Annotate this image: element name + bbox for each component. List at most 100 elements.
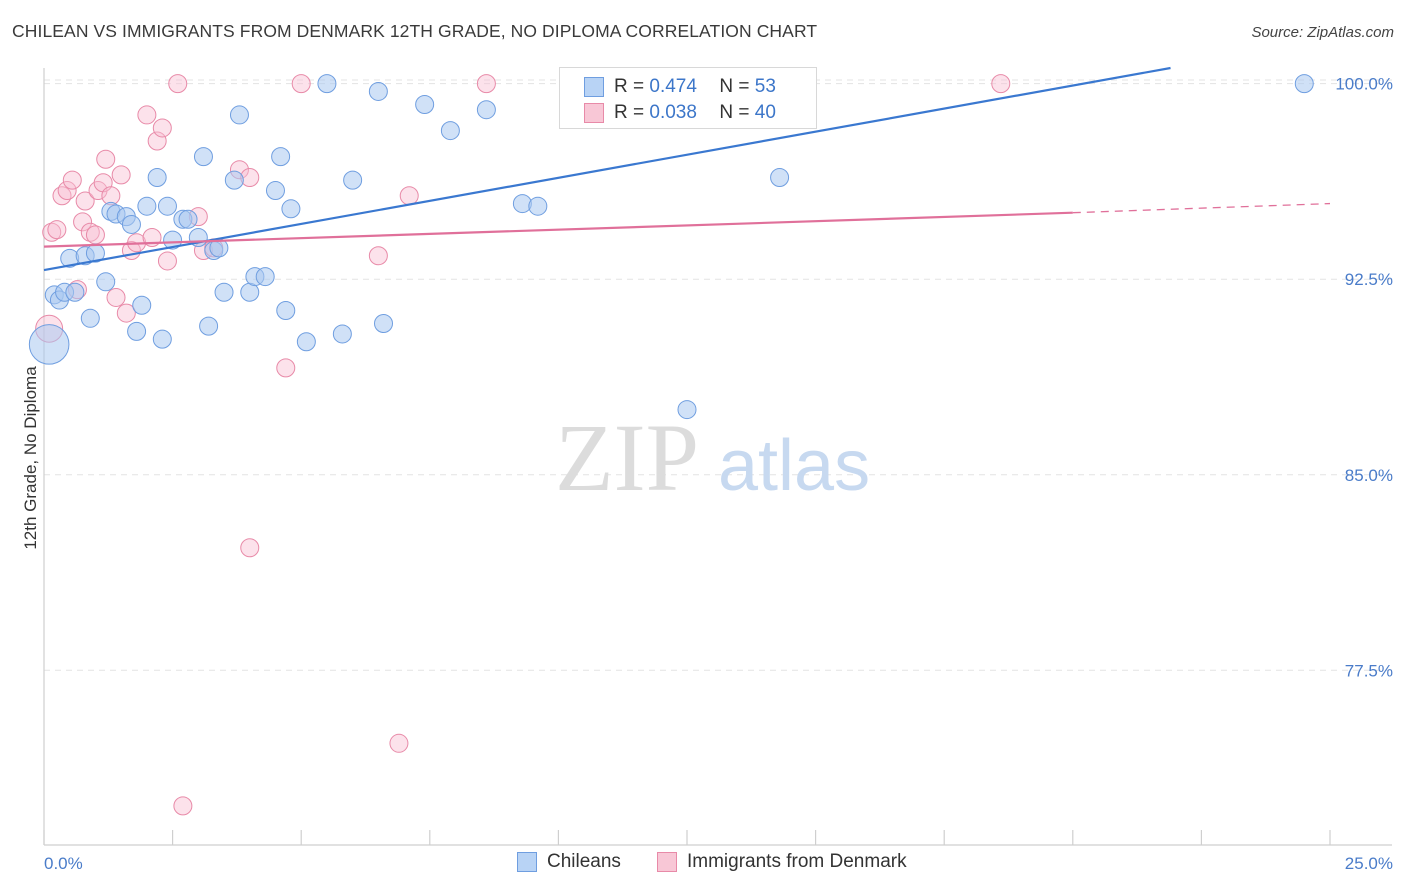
chilean-point xyxy=(157,196,177,216)
legend-r-value-chileans: 0.474 xyxy=(649,76,697,97)
denmark-point xyxy=(137,105,157,125)
chilean-point xyxy=(152,329,172,349)
denmark-point xyxy=(240,538,260,558)
chilean-point xyxy=(368,81,388,101)
chilean-point xyxy=(276,300,296,320)
denmark-point xyxy=(96,149,116,169)
denmark-point xyxy=(75,191,95,211)
x-tick-label-max: 25.0% xyxy=(1345,854,1393,873)
trend-line-denmark-extension xyxy=(1072,202,1331,214)
chart-title: CHILEAN VS IMMIGRANTS FROM DENMARK 12TH … xyxy=(12,21,818,41)
legend-n-label: N = xyxy=(719,76,750,97)
series-legend: Chileans Immigrants from Denmark xyxy=(0,851,1406,879)
y-tick-label: 92.5% xyxy=(1345,270,1393,289)
denmark-point xyxy=(42,222,62,242)
watermark-atlas: atlas xyxy=(718,426,870,506)
legend-row-denmark: R = 0.038 N = 40 xyxy=(584,100,776,126)
chilean-point xyxy=(96,272,116,292)
denmark-point xyxy=(991,74,1011,94)
chilean-point xyxy=(193,147,213,167)
chilean-point xyxy=(415,95,435,115)
legend-label-chileans: Chileans xyxy=(547,851,621,872)
chilean-point xyxy=(121,214,141,234)
legend-r-label: R = xyxy=(614,76,645,97)
denmark-point xyxy=(368,246,388,266)
denmark-point xyxy=(276,358,296,378)
legend-r-label: R = xyxy=(614,102,645,123)
legend-n-label: N = xyxy=(719,102,750,123)
chilean-point xyxy=(440,121,460,141)
denmark-point xyxy=(399,186,419,206)
y-tick-label: 77.5% xyxy=(1345,661,1393,680)
correlation-legend: R = 0.474 N = 53 R = 0.038 N = 40 xyxy=(559,67,817,129)
chilean-point xyxy=(281,199,301,219)
legend-item-denmark[interactable]: Immigrants from Denmark xyxy=(657,851,907,873)
legend-item-chileans[interactable]: Chileans xyxy=(517,851,621,873)
chilean-point xyxy=(28,324,70,365)
chilean-point xyxy=(132,295,152,315)
chilean-point xyxy=(137,196,157,216)
chilean-point xyxy=(224,170,244,190)
watermark: ZIP atlas xyxy=(555,404,870,511)
chilean-point xyxy=(1294,74,1314,94)
chilean-point xyxy=(296,332,316,352)
chilean-point xyxy=(265,181,285,201)
denmark-point xyxy=(80,222,100,242)
chilean-point xyxy=(255,267,275,287)
x-tick-label-min: 0.0% xyxy=(44,854,83,873)
y-tick-label: 85.0% xyxy=(1345,466,1393,485)
chilean-point xyxy=(476,100,496,120)
denmark-point xyxy=(111,165,131,185)
trend-line-chileans xyxy=(43,66,1171,272)
legend-swatch-denmark xyxy=(584,103,604,123)
source-label: Source: ZipAtlas.com xyxy=(1251,24,1394,41)
legend-swatch-denmark xyxy=(657,852,677,872)
denmark-point xyxy=(47,220,67,240)
y-axis-label: 12th Grade, No Diploma xyxy=(21,366,40,550)
chilean-point xyxy=(770,168,790,188)
chilean-point xyxy=(677,400,697,420)
denmark-point xyxy=(173,796,193,816)
legend-r-value-denmark: 0.038 xyxy=(649,102,697,123)
chilean-point xyxy=(65,282,85,302)
denmark-point xyxy=(106,287,126,307)
chilean-point xyxy=(374,314,394,334)
legend-n-value-denmark: 40 xyxy=(754,102,776,123)
series-chileans-points xyxy=(28,74,1314,420)
chilean-point xyxy=(528,196,548,216)
chilean-point xyxy=(199,316,219,336)
denmark-point xyxy=(389,733,409,753)
chilean-point xyxy=(317,74,337,94)
denmark-point xyxy=(73,212,93,232)
chilean-point xyxy=(163,230,183,250)
tick-labels: 100.0% 92.5% 85.0% 77.5% 0.0% 25.0% xyxy=(44,75,1393,873)
chilean-point xyxy=(147,168,167,188)
denmark-point xyxy=(85,225,105,245)
chilean-point xyxy=(214,282,234,302)
chilean-point xyxy=(80,308,100,328)
legend-n-value-chileans: 53 xyxy=(754,76,776,97)
denmark-point xyxy=(476,74,496,94)
denmark-point xyxy=(152,118,172,138)
chilean-point xyxy=(178,209,198,229)
chilean-point xyxy=(127,321,147,341)
legend-swatch-chileans xyxy=(517,852,537,872)
legend-row-chileans: R = 0.474 N = 53 xyxy=(584,74,776,100)
denmark-point xyxy=(57,181,77,201)
axes xyxy=(43,68,1392,846)
denmark-point xyxy=(157,251,177,271)
denmark-point xyxy=(168,74,188,94)
legend-label-denmark: Immigrants from Denmark xyxy=(687,851,907,872)
chilean-point xyxy=(271,147,291,167)
chilean-point xyxy=(343,170,363,190)
legend-swatch-chileans xyxy=(584,77,604,97)
chilean-point xyxy=(229,105,249,125)
y-tick-label: 100.0% xyxy=(1335,75,1393,94)
denmark-point xyxy=(116,303,136,323)
chilean-point xyxy=(332,324,352,344)
denmark-point xyxy=(52,186,72,206)
trend-line-denmark xyxy=(43,211,1073,248)
trend-lines xyxy=(43,66,1331,272)
watermark-zip: ZIP xyxy=(555,404,699,511)
